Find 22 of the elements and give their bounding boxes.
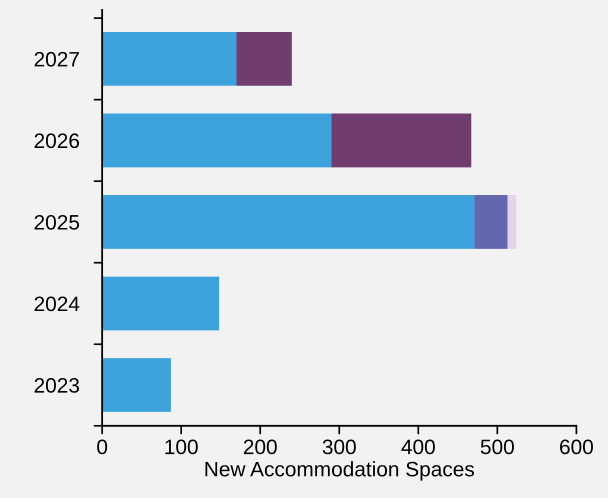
y-tick-label: 2026: [34, 133, 80, 148]
y-tick-label: 2024: [34, 296, 80, 312]
x-tick-label: 600: [560, 440, 593, 454]
bar: [102, 358, 171, 412]
bar: [102, 195, 474, 249]
bar: [102, 32, 237, 86]
y-tick-label: 2023: [34, 378, 80, 393]
x-tick-label: 200: [244, 440, 277, 454]
bar: [331, 114, 472, 168]
bar: [102, 276, 220, 330]
bar: [236, 32, 292, 86]
bar: [508, 195, 516, 249]
x-tick-label: 300: [322, 440, 356, 454]
x-tick-label: 400: [401, 440, 435, 454]
bar: [102, 114, 332, 168]
y-tick-label: 2027: [34, 52, 79, 67]
x-axis-title: New Accommodation Spaces: [205, 461, 474, 481]
x-tick-label: 0: [97, 440, 108, 454]
bar: [474, 195, 508, 249]
x-tick-label: 100: [165, 440, 198, 454]
y-tick-label: 2025: [34, 214, 80, 230]
x-tick-label: 500: [480, 440, 514, 454]
